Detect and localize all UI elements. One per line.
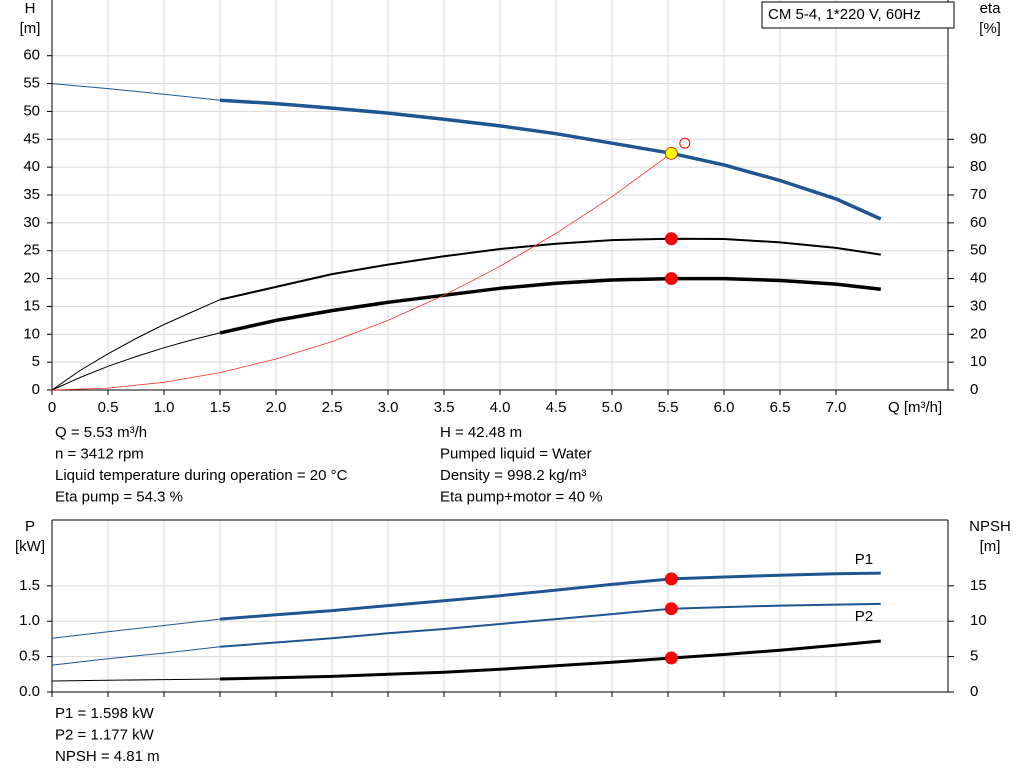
y-axis-unit: [m] <box>20 20 41 37</box>
y-axis-unit: [kW] <box>15 538 45 555</box>
x-tick-label: 6.0 <box>714 399 735 416</box>
y2-tick-label: 0 <box>970 683 978 700</box>
x-tick-label: 0.5 <box>98 399 119 416</box>
x-tick-label: 1.5 <box>210 399 231 416</box>
x-tick-label: 4.5 <box>546 399 567 416</box>
info-line: Eta pump = 54.3 % <box>55 488 183 505</box>
y-tick-label: 60 <box>23 47 40 64</box>
y2-tick-label: 30 <box>970 297 987 314</box>
title-box <box>761 1 955 29</box>
x-tick-label: 3.5 <box>434 399 455 416</box>
y-axis-label: H <box>25 0 36 17</box>
info-line: Density = 998.2 kg/m³ <box>440 467 586 484</box>
y2-axis-unit: [%] <box>979 20 1001 37</box>
x-tick-label: 5.5 <box>658 399 679 416</box>
y-tick-label: 50 <box>23 102 40 119</box>
operating-point <box>664 572 678 586</box>
info-line: Liquid temperature during operation = 20… <box>55 467 348 484</box>
y2-tick-label: 50 <box>970 242 987 259</box>
operating-point <box>664 232 678 246</box>
y2-tick-label: 0 <box>970 381 978 398</box>
series-label: P1 <box>855 551 873 568</box>
y-tick-label: 1.5 <box>19 577 40 594</box>
operating-point <box>679 137 691 149</box>
y-tick-label: 5 <box>32 353 40 370</box>
operating-point <box>664 602 678 616</box>
y-tick-label: 10 <box>23 325 40 342</box>
x-tick-label: 6.5 <box>770 399 791 416</box>
info-line: Eta pump+motor = 40 % <box>440 488 603 505</box>
chart-title: CM 5-4, 1*220 V, 60Hz <box>768 6 921 23</box>
curve <box>51 152 672 391</box>
y-tick-label: 55 <box>23 75 40 92</box>
y-tick-label: 45 <box>23 130 40 147</box>
info-line: P1 = 1.598 kW <box>55 705 155 722</box>
info-line: Pumped liquid = Water <box>440 445 592 462</box>
y2-tick-label: 5 <box>970 648 978 665</box>
curve <box>219 602 881 648</box>
operating-point <box>664 146 678 160</box>
curve <box>51 678 221 682</box>
x-tick-label: 0 <box>48 399 56 416</box>
y2-tick-label: 10 <box>970 612 987 629</box>
x-tick-label: 3.0 <box>378 399 399 416</box>
curve <box>51 646 221 666</box>
curve <box>219 639 881 681</box>
x-tick-label: 5.0 <box>602 399 623 416</box>
y-tick-label: 35 <box>23 186 40 203</box>
y2-axis-label: eta <box>980 0 1002 17</box>
x-axis-label: Q [m³/h] <box>888 399 942 416</box>
y2-axis-unit: [m] <box>980 538 1001 555</box>
y-tick-label: 15 <box>23 297 40 314</box>
curve <box>219 276 881 335</box>
y-tick-label: 20 <box>23 270 40 287</box>
curve <box>219 571 881 621</box>
info-line: H = 42.48 m <box>440 424 522 441</box>
x-tick-label: 4.0 <box>490 399 511 416</box>
y-tick-label: 0 <box>32 381 40 398</box>
curve <box>51 618 221 639</box>
info-line: P2 = 1.177 kW <box>55 726 155 743</box>
operating-point <box>664 272 678 286</box>
x-tick-label: 7.0 <box>826 399 847 416</box>
x-tick-label: 2.0 <box>266 399 287 416</box>
y-tick-label: 0.0 <box>19 683 40 700</box>
x-tick-label: 2.5 <box>322 399 343 416</box>
y2-tick-label: 70 <box>970 186 987 203</box>
curve <box>51 83 221 101</box>
curve <box>51 299 221 391</box>
info-line: Q = 5.53 m³/h <box>55 424 147 441</box>
series-label: P2 <box>855 608 873 625</box>
y2-tick-label: 90 <box>970 130 987 147</box>
curve <box>219 98 882 221</box>
y-tick-label: 25 <box>23 242 40 259</box>
y2-tick-label: 40 <box>970 270 987 287</box>
info-line: n = 3412 rpm <box>55 445 144 462</box>
y2-tick-label: 20 <box>970 325 987 342</box>
y-tick-label: 30 <box>23 214 40 231</box>
curve <box>51 332 221 391</box>
y2-tick-label: 10 <box>970 353 987 370</box>
y2-tick-label: 80 <box>970 158 987 175</box>
y-axis-label: P <box>25 518 35 535</box>
y-tick-label: 1.0 <box>19 612 40 629</box>
y2-tick-label: 15 <box>970 577 987 594</box>
x-tick-label: 1.0 <box>154 399 175 416</box>
y2-axis-label: NPSH <box>969 518 1011 535</box>
y-tick-label: 40 <box>23 158 40 175</box>
operating-point <box>664 651 678 665</box>
y2-tick-label: 60 <box>970 214 987 231</box>
y-tick-label: 0.5 <box>19 648 40 665</box>
curve <box>219 237 881 301</box>
info-line: NPSH = 4.81 m <box>55 748 160 765</box>
